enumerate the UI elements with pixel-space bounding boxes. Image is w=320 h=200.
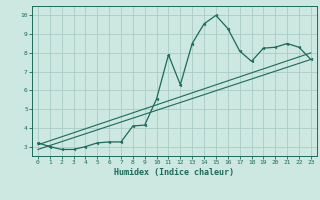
X-axis label: Humidex (Indice chaleur): Humidex (Indice chaleur): [115, 168, 234, 177]
